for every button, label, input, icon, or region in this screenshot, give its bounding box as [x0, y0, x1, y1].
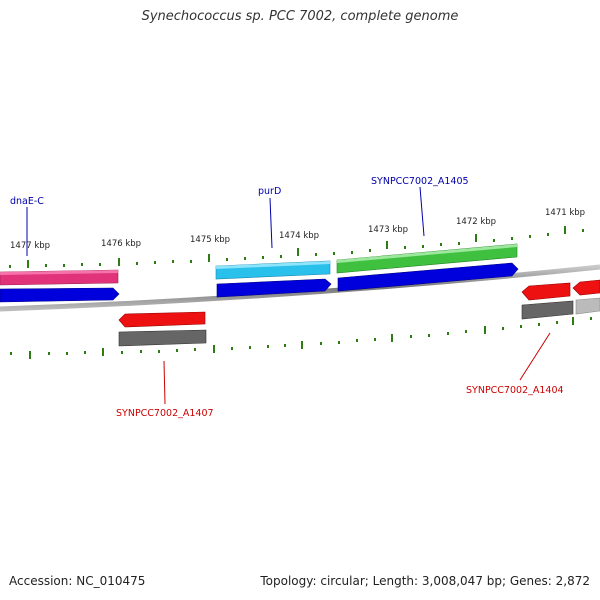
tick-minor-group	[10, 317, 592, 355]
gene-SYNPCC7002_A1405[interactable]	[336, 243, 518, 274]
tick-major	[102, 348, 104, 356]
tick-major	[27, 260, 29, 268]
forward-genes	[0, 243, 518, 286]
tick-row-lower	[10, 317, 592, 359]
cds-arrow[interactable]	[0, 287, 120, 303]
ruler-label: 1475 kbp	[190, 235, 230, 245]
leader-SYNPCC7002_A1407	[163, 360, 166, 405]
gene-SYNPCC7002_A1404[interactable]	[521, 282, 571, 301]
cds-block[interactable]	[521, 300, 574, 320]
ruler-label: 1472 kbp	[456, 217, 496, 227]
tick-major	[29, 351, 31, 359]
genome-backbone	[0, 264, 600, 312]
gene-label[interactable]: SYNPCC7002_A1405	[371, 176, 469, 187]
tick-major	[386, 241, 388, 249]
gene-label[interactable]: SYNPCC7002_A1407	[116, 408, 214, 419]
tick-minor-group	[9, 229, 584, 268]
tick-major	[572, 317, 574, 325]
ruler-label: 1473 kbp	[368, 225, 408, 235]
ruler-label: 1476 kbp	[101, 239, 141, 249]
ruler-label: 1474 kbp	[279, 231, 319, 241]
reverse-cds	[118, 297, 600, 347]
ruler-label: 1477 kbp	[10, 241, 50, 251]
tick-major	[484, 326, 486, 334]
tick-major	[301, 341, 303, 349]
cds-block-partial[interactable]	[575, 297, 600, 315]
tick-major	[213, 345, 215, 353]
gene-label[interactable]: purD	[258, 186, 281, 197]
tick-major	[564, 226, 566, 234]
gene-SYNPCC7002_A1407[interactable]	[118, 311, 206, 328]
reverse-genes	[118, 279, 600, 328]
tick-major	[475, 234, 477, 242]
gene-partial-red[interactable]	[572, 279, 600, 296]
label-leaders	[26, 186, 551, 405]
ruler-label: 1471 kbp	[545, 208, 585, 218]
ruler-labels: 1477 kbp 1476 kbp 1475 kbp 1474 kbp 1473…	[10, 208, 585, 251]
forward-cds	[0, 262, 519, 303]
page-title: Synechococcus sp. PCC 7002, complete gen…	[141, 9, 459, 24]
cds-arrow[interactable]	[337, 262, 519, 292]
gene-highlight	[337, 244, 517, 263]
gene-label[interactable]: dnaE-C	[10, 196, 44, 207]
gene-highlight	[216, 261, 330, 269]
leader-SYNPCC7002_A1405	[419, 186, 425, 237]
leader-SYNPCC7002_A1404	[519, 332, 551, 381]
genome-summary-text: Topology: circular; Length: 3,008,047 bp…	[260, 574, 590, 588]
tick-major	[208, 254, 210, 262]
cds-arrow[interactable]	[216, 278, 332, 298]
gene-label[interactable]: SYNPCC7002_A1404	[466, 385, 564, 396]
tick-row-upper	[9, 226, 584, 268]
gene-highlight	[0, 270, 118, 275]
accession-text: Accession: NC_010475	[9, 574, 146, 588]
leader-purD	[269, 197, 273, 249]
tick-major	[118, 258, 120, 266]
tick-major	[391, 334, 393, 342]
cds-block[interactable]	[118, 329, 207, 347]
tick-major	[297, 248, 299, 256]
gene-label-group: dnaE-C purD SYNPCC7002_A1405 SYNPCC7002_…	[10, 176, 564, 419]
